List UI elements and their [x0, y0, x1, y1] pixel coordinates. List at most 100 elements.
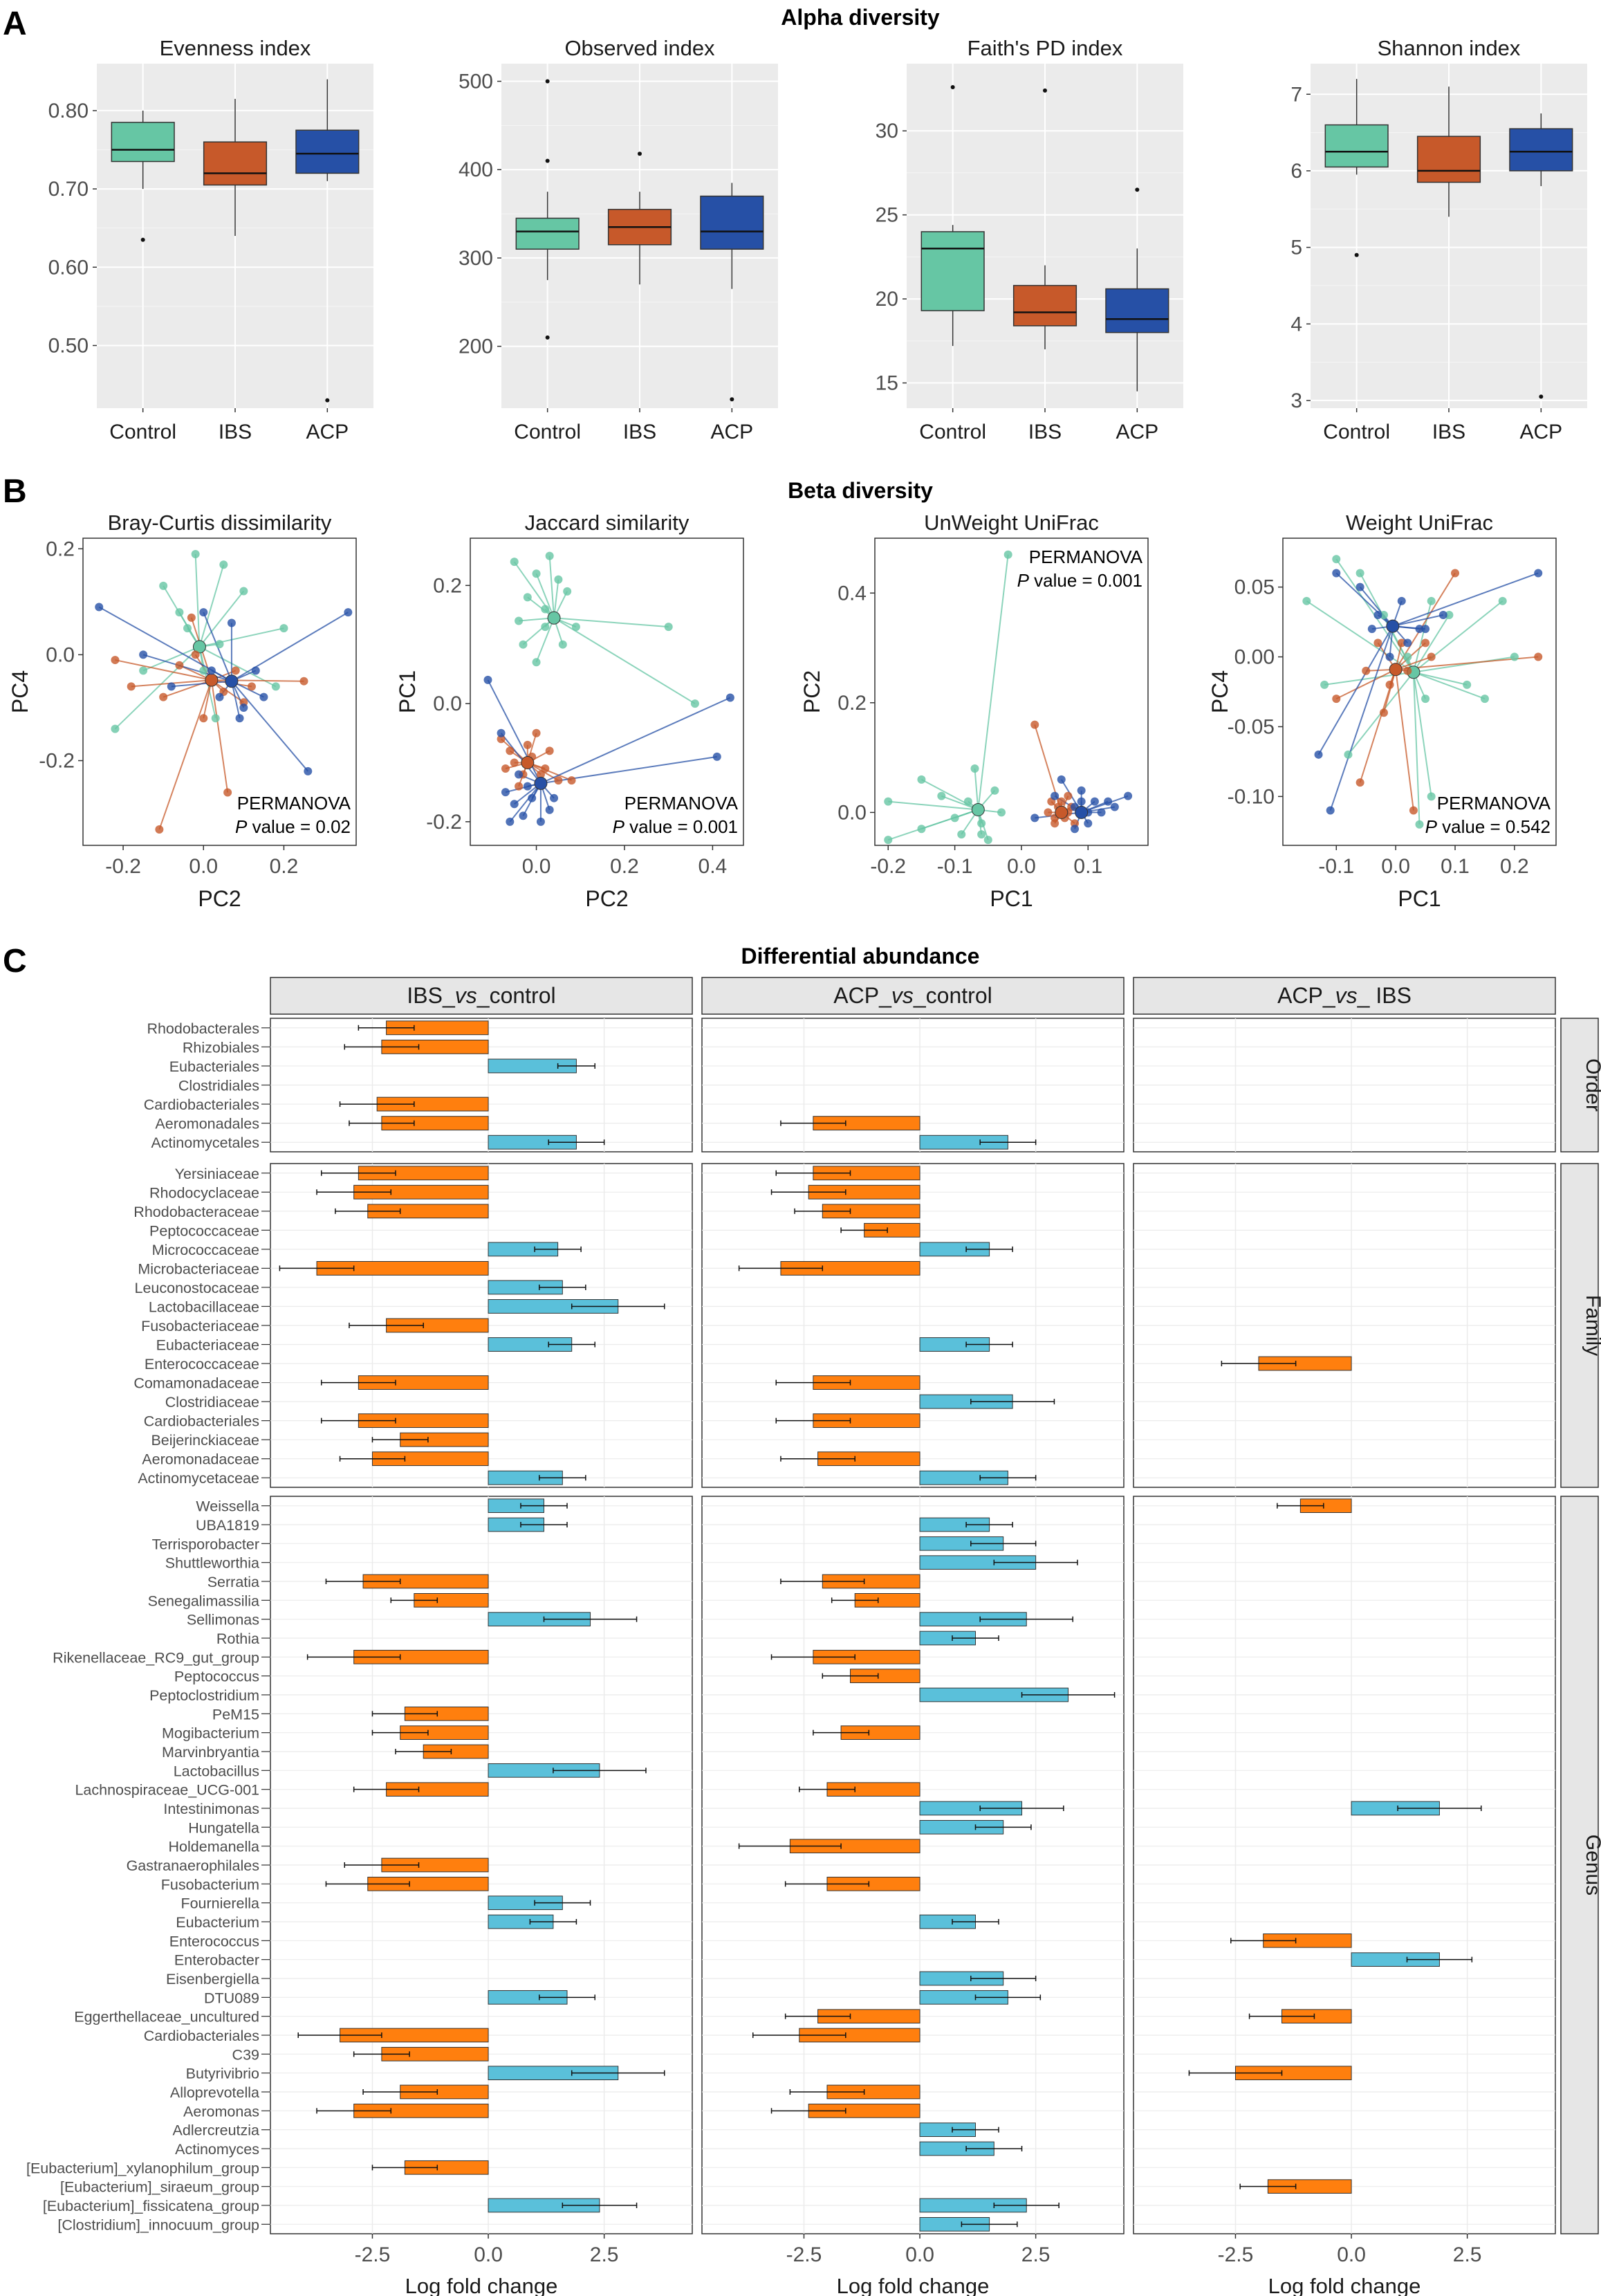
sample-point: [1438, 611, 1447, 619]
facet-panel: [701, 1163, 1125, 1488]
taxon-label: Fournierella: [181, 1895, 259, 1912]
taxon-label: Actinomycetaceae: [138, 1470, 259, 1487]
sample-point: [1030, 720, 1039, 729]
spider-line: [1329, 625, 1394, 811]
taxon-label: Comamonadaceae: [133, 1375, 259, 1392]
spider-line: [199, 627, 284, 648]
x-tick-label: -2.5: [786, 2243, 822, 2266]
y-tick-label: 0.2: [433, 574, 462, 597]
y-tick-label: 0.4: [837, 582, 867, 605]
sample-point: [1097, 808, 1106, 817]
ordination-title: Weight UniFrac: [1346, 511, 1493, 535]
taxon-label: Cardiobacteriales: [144, 1413, 259, 1430]
x-tick-label: 0.2: [610, 855, 639, 878]
sample-point: [304, 766, 313, 775]
x-tick-label: IBS: [1432, 421, 1465, 443]
sample-point: [175, 661, 184, 670]
group-centroid: [534, 776, 548, 790]
ordination-panel-2: 0.0 0.2 0.4 -0.2 0.0 0.2 Jaccard similarity PC2…: [395, 511, 744, 911]
sample-point: [917, 775, 926, 784]
sample-point: [506, 746, 515, 755]
sample-point: [528, 793, 537, 802]
y-tick-label: 5: [1290, 237, 1302, 259]
y-tick-label: 0.0: [837, 801, 867, 824]
ordination-panel-1: -0.2 0.0 0.2 -0.2 0.0 0.2 Bray-Curtis dissimil…: [8, 511, 357, 911]
facet-x-axis-2: -2.5 0.0 2.5 Log fold change: [786, 2234, 1050, 2296]
sample-point: [1057, 775, 1066, 784]
sample-point: [187, 613, 196, 622]
x-tick-label: Control: [109, 421, 176, 443]
sample-point: [1397, 639, 1406, 648]
y-tick-label: 200: [459, 336, 493, 358]
section-letter-b: B: [3, 473, 27, 510]
box-panel-3: 15 20 25 30 Control IBS ACP Faith's PD index: [876, 36, 1183, 443]
p-value: value = 0.001: [1029, 570, 1142, 591]
y-tick-label: 0.2: [46, 538, 75, 560]
taxon-label: PeM15: [212, 1706, 259, 1723]
spider-line: [115, 659, 212, 681]
sample-point: [519, 640, 528, 649]
outlier-point: [545, 79, 550, 84]
sample-point: [247, 682, 256, 691]
sample-point: [483, 675, 492, 684]
sample-point: [95, 603, 104, 612]
taxon-label: Adlercreutzia: [173, 2122, 260, 2139]
sample-point: [1421, 695, 1430, 704]
x-tick-label: -0.1: [937, 855, 973, 878]
permanova-label: PERMANOVA: [1029, 547, 1143, 567]
sample-point: [1403, 652, 1412, 661]
y-axis-label: PC2: [799, 670, 824, 713]
sample-point: [1320, 680, 1329, 689]
permanova-label: PERMANOVA: [237, 793, 351, 814]
sample-point: [127, 682, 136, 691]
section-b-header: B Beta diversity: [3, 473, 933, 510]
spider-line: [142, 646, 200, 672]
taxon-label: Clostridiaceae: [165, 1394, 259, 1411]
taxon-label: DTU089: [204, 1990, 259, 2006]
taxon-label: Enterococcus: [169, 1933, 259, 1949]
sample-point: [510, 558, 519, 567]
box-panel-title: Evenness index: [160, 36, 311, 60]
sample-point: [167, 682, 176, 691]
facet-row-genus: Genus Weissella UBA1819 Terrisporobacter Shu…: [26, 1496, 1601, 2234]
sample-point: [550, 793, 559, 802]
x-tick-label: 2.5: [1453, 2243, 1482, 2266]
group-centroid: [521, 755, 535, 769]
spider-line: [977, 554, 1009, 810]
x-tick-label: 0.2: [1500, 855, 1529, 878]
y-tick-label: 0.60: [48, 256, 89, 279]
group-centroid: [205, 673, 219, 687]
y-tick-label: 300: [459, 247, 493, 270]
y-tick-label: 25: [876, 204, 898, 227]
taxon-label: Aeromonadales: [155, 1116, 259, 1132]
p-value-text: P value = 0.001: [1017, 570, 1142, 591]
taxon-label: Rikenellaceae_RC9_gut_group: [53, 1649, 259, 1666]
section-letter-a: A: [3, 6, 27, 42]
sample-point: [977, 830, 986, 839]
y-tick-label: -0.10: [1228, 785, 1275, 808]
taxon-label: Senegalimassilia: [148, 1592, 259, 1609]
facet-strip-box: [1133, 977, 1556, 1015]
x-axis-label: PC2: [585, 886, 628, 911]
taxon-label: Rhodocyclaceae: [149, 1184, 259, 1201]
spider-line: [198, 564, 225, 648]
spider-line: [1413, 671, 1468, 686]
section-a-header: A Alpha diversity: [3, 5, 940, 42]
outlier-point: [638, 151, 642, 156]
outlier-point: [950, 85, 955, 90]
taxon-label: Microbacteriaceae: [138, 1260, 259, 1277]
y-tick-label: -0.2: [426, 811, 462, 834]
sample-point: [139, 666, 148, 675]
x-axis-label: PC1: [990, 886, 1033, 911]
x-tick-label: 0.0: [1007, 855, 1036, 878]
alpha-diversity-panels: 0.50 0.60 0.70 0.80 Control IBS ACP Evenness in…: [48, 36, 1587, 443]
sample-point: [1427, 792, 1436, 801]
beta-diversity-panels: -0.2 0.0 0.2 -0.2 0.0 0.2 Bray-Curtis dissimil…: [8, 511, 1557, 911]
taxon-label: Lactobacillus: [174, 1763, 259, 1779]
taxon-label: Lactobacillaceae: [149, 1298, 259, 1315]
spider-line: [171, 680, 232, 688]
taxon-label: UBA1819: [196, 1517, 259, 1534]
y-tick-label: 0.05: [1234, 576, 1275, 599]
sample-point: [251, 666, 260, 675]
